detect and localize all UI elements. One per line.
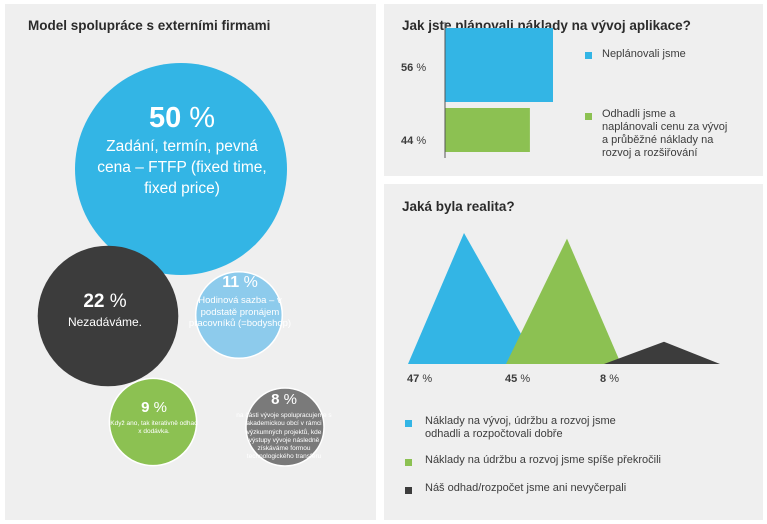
bar-legend-0: Neplánovali jsme xyxy=(602,48,686,60)
bubble-9-pct: 9 xyxy=(141,399,150,416)
bubble-22-text: 22 % Nezadáváme. xyxy=(45,291,165,330)
reality-legend-0: Náklady na vývoj, údržbu a rozvoj jsme o… xyxy=(425,415,616,440)
bubble-9-unit: % xyxy=(153,399,167,416)
reality-value-0: 47 % xyxy=(407,373,433,385)
reality-legend-2: Náš odhad/rozpočet jsme ani nevyčerpali xyxy=(425,482,627,494)
reality-swatch-green xyxy=(405,459,412,466)
bubble-22-label: Nezadáváme. xyxy=(67,315,143,329)
triangle-0 xyxy=(408,233,538,364)
bubble-50-pct: 50 xyxy=(148,102,182,134)
reality-swatch-blue xyxy=(405,420,412,427)
legend-swatch-green xyxy=(585,113,592,120)
bubble-50-label: Zadání, termín, pevná cena – FTFP (fixed… xyxy=(97,138,267,197)
bubble-8-label: na části vývoje spolupracujeme s akademi… xyxy=(236,412,332,461)
bubble-22-pct: 22 xyxy=(83,291,105,312)
cooperation-model-panel: Model spolupráce s externími firmami 50 … xyxy=(5,4,376,520)
bubble-11-pct: 11 xyxy=(222,274,240,291)
bubble-50-text: 50 % Zadání, termín, pevná cena – FTFP (… xyxy=(95,102,269,199)
bubble-22-unit: % xyxy=(109,291,127,312)
bar-value-0: 56 % xyxy=(401,62,427,74)
bubble-22 xyxy=(37,245,179,387)
bubble-11-label: Hodinová sazba – v podstatě pronájem pra… xyxy=(188,295,292,329)
bubble-50-unit: % xyxy=(189,102,216,134)
cooperation-model-title: Model spolupráce s externími firmami xyxy=(28,18,271,33)
reality-panel: Jaká byla realita? 47 % 45 % 8 % Náklady… xyxy=(384,184,763,520)
bar-0 xyxy=(445,28,553,102)
bubble-9 xyxy=(108,377,198,467)
bubble-chart xyxy=(37,63,325,467)
bubble-9-label: Když ano, tak iterativně odhad x dodávka… xyxy=(110,420,198,435)
triangle-1 xyxy=(506,238,621,364)
bubble-9-text: 9 % Když ano, tak iterativně odhad x dod… xyxy=(108,399,200,436)
bubble-11-text: 11 % Hodinová sazba – v podstatě pronáje… xyxy=(188,273,292,330)
bubble-8-pct: 8 xyxy=(271,391,280,408)
reality-legend-1: Náklady na údržbu a rozvoj jsme spíše př… xyxy=(425,454,661,466)
reality-title: Jaká byla realita? xyxy=(402,199,515,214)
bar-1 xyxy=(445,108,530,152)
bubble-8-unit: % xyxy=(283,391,297,408)
planning-bar-chart xyxy=(444,22,553,158)
bubble-8-text: 8 % na části vývoje spolupracujeme s aka… xyxy=(236,391,332,462)
planning-panel: Jak jste plánovali náklady na vývoj apli… xyxy=(384,4,763,176)
triangle-2 xyxy=(604,341,720,364)
bubble-50 xyxy=(75,63,287,275)
bubble-11 xyxy=(194,270,284,360)
bubble-8 xyxy=(245,387,325,467)
legend-swatch-blue xyxy=(585,52,592,59)
reality-value-2: 8 % xyxy=(600,373,619,385)
bar-legend-1: Odhadli jsme a naplánovali cenu za vývoj… xyxy=(602,108,728,159)
reality-swatch-dark xyxy=(405,487,412,494)
bubble-11-unit: % xyxy=(243,274,258,291)
bar-value-1: 44 % xyxy=(401,135,427,147)
reality-area-chart xyxy=(408,233,720,364)
reality-value-1: 45 % xyxy=(505,373,531,385)
